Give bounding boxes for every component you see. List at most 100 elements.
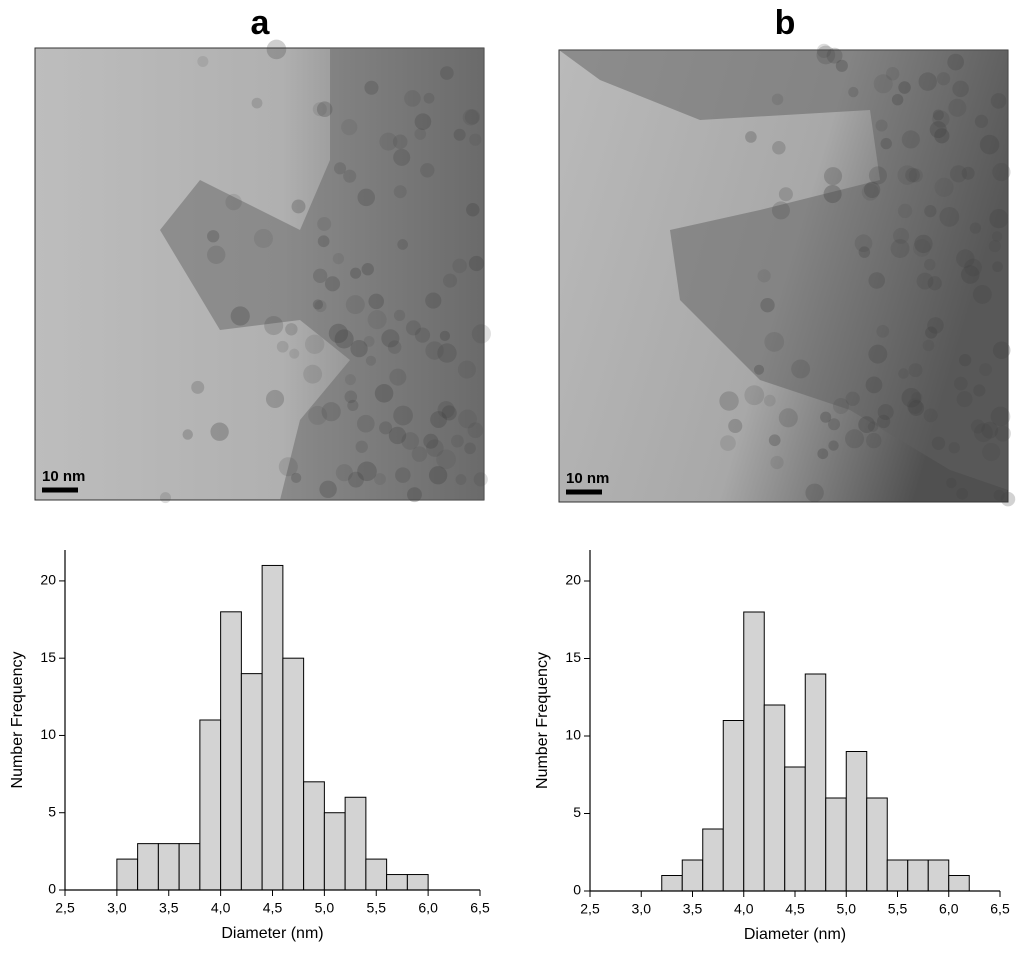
particle xyxy=(891,93,904,106)
scale-bar-label: 10 nm xyxy=(566,470,609,487)
tem-image xyxy=(34,39,491,504)
particle xyxy=(210,422,229,441)
particle xyxy=(290,472,302,484)
particle xyxy=(979,363,992,377)
particle xyxy=(430,411,447,428)
y-tick-label: 15 xyxy=(40,649,56,665)
particle xyxy=(387,340,402,354)
particle xyxy=(745,131,757,143)
particle xyxy=(956,391,973,408)
particle xyxy=(805,483,824,503)
x-tick-label: 6,5 xyxy=(470,900,490,916)
particle xyxy=(947,53,964,71)
particle xyxy=(388,426,407,445)
particle xyxy=(426,439,444,457)
particle xyxy=(868,272,885,289)
particle xyxy=(753,364,765,375)
particle xyxy=(760,298,775,313)
particle xyxy=(934,128,950,144)
particle xyxy=(867,421,879,432)
particle xyxy=(858,416,876,434)
bar xyxy=(323,812,346,891)
particle xyxy=(877,404,894,421)
particle xyxy=(313,268,328,283)
x-tick-label: 5,0 xyxy=(315,900,335,916)
particle xyxy=(312,299,324,310)
particle xyxy=(929,121,947,139)
particle xyxy=(191,380,205,394)
particle xyxy=(437,401,455,419)
particle xyxy=(994,425,1011,442)
particle xyxy=(316,101,333,117)
particle xyxy=(898,81,911,94)
particle xyxy=(414,113,432,130)
particle xyxy=(414,128,427,140)
particle xyxy=(897,165,918,185)
particle xyxy=(820,411,832,423)
particle xyxy=(981,421,999,439)
particle xyxy=(768,434,781,447)
particle xyxy=(854,234,873,253)
particle xyxy=(866,432,882,449)
bar xyxy=(866,797,888,892)
particle xyxy=(265,389,285,409)
particle xyxy=(956,487,969,500)
particle xyxy=(304,334,325,354)
particle xyxy=(379,421,393,435)
particle xyxy=(266,39,287,60)
particle xyxy=(973,423,993,443)
particle xyxy=(389,368,407,386)
x-tick-label: 3,5 xyxy=(683,901,703,917)
bar xyxy=(282,657,305,891)
particle xyxy=(897,203,913,219)
particle xyxy=(990,93,1007,109)
particle xyxy=(956,249,975,268)
scale-bar-label: 10 nm xyxy=(42,468,85,485)
x-tick-label: 4,5 xyxy=(785,901,805,917)
particle xyxy=(934,177,954,197)
particle xyxy=(393,309,406,322)
particle xyxy=(973,384,986,397)
bar xyxy=(722,720,745,892)
particle xyxy=(875,119,888,132)
bar xyxy=(784,766,806,892)
particle xyxy=(350,267,362,279)
bar xyxy=(303,781,325,891)
particle xyxy=(253,228,273,249)
particle xyxy=(374,384,394,403)
panel-label: a xyxy=(251,4,271,42)
particle xyxy=(401,432,420,450)
particle xyxy=(982,442,1001,462)
particle xyxy=(949,165,968,183)
particle xyxy=(974,114,989,128)
particle xyxy=(778,408,798,428)
particle xyxy=(764,332,785,352)
particle xyxy=(946,477,957,489)
particle xyxy=(828,418,841,431)
particle xyxy=(392,134,408,150)
particle xyxy=(324,276,341,292)
particle xyxy=(473,472,488,487)
bar xyxy=(661,875,683,892)
particle xyxy=(932,110,950,128)
bar xyxy=(702,828,724,892)
bar xyxy=(948,875,970,892)
particle xyxy=(350,339,368,358)
particle xyxy=(868,344,888,364)
bar xyxy=(116,858,139,891)
bar xyxy=(157,843,180,891)
particle xyxy=(901,130,920,149)
particle xyxy=(414,327,431,343)
particle xyxy=(368,293,384,310)
bar xyxy=(240,673,263,891)
x-tick-label: 4,0 xyxy=(211,900,231,916)
particle xyxy=(317,216,332,231)
particle xyxy=(423,433,439,449)
particle xyxy=(437,343,457,363)
particle xyxy=(908,363,923,378)
y-tick-label: 15 xyxy=(565,649,581,665)
particle xyxy=(913,239,931,257)
particle xyxy=(468,255,485,272)
particle xyxy=(992,162,1011,182)
particle xyxy=(932,109,944,121)
